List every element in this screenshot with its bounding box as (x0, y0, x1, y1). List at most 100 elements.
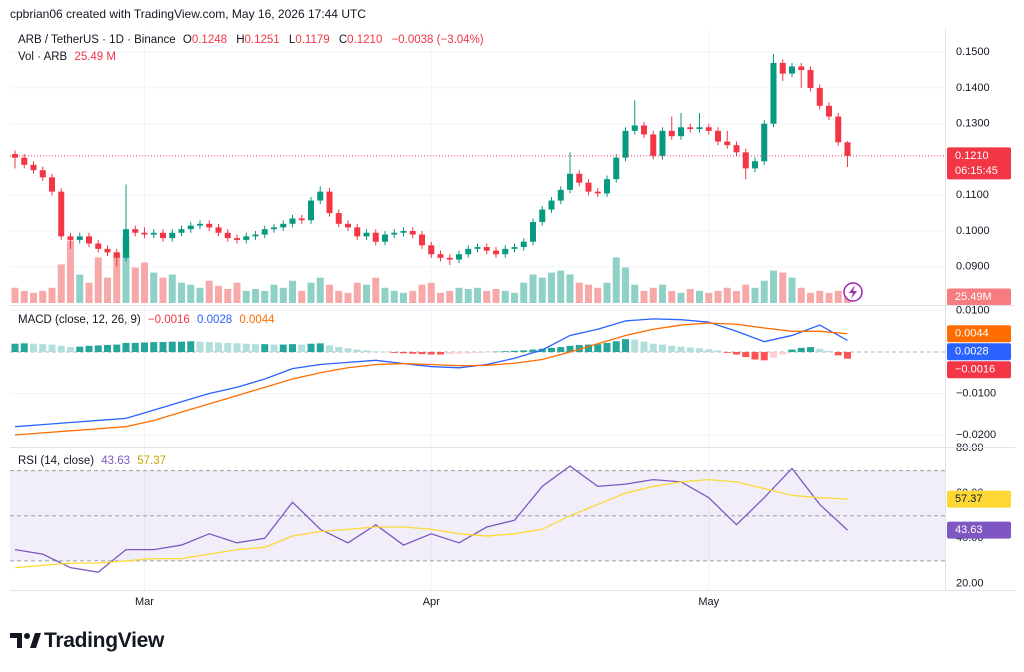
indicator-line (14, 318, 848, 428)
macd-histogram-bar (289, 344, 296, 353)
volume-bar (566, 274, 574, 303)
volume-bar (390, 290, 398, 303)
volume-bar (825, 292, 833, 303)
volume-bar (437, 292, 444, 303)
macd-histogram-bar (474, 352, 481, 353)
candle-body (21, 157, 28, 165)
volume-bar (797, 287, 805, 303)
y-tick-label: 0.1000 (956, 225, 990, 237)
macd-histogram-bar (307, 343, 315, 353)
volume-bar (113, 252, 121, 303)
volume-bar (557, 270, 565, 303)
volume-bar (770, 270, 777, 303)
candle-body (557, 189, 564, 201)
volume-bar (335, 290, 343, 303)
macd-histogram-bar (677, 346, 685, 353)
macd-histogram-bar (659, 344, 666, 353)
volume-bar (427, 282, 435, 303)
candle-body (261, 229, 268, 235)
macd-histogram-bar (779, 352, 787, 355)
candle-body (86, 236, 92, 244)
macd-title: MACD (close, 12, 26, 9) (18, 314, 141, 326)
volume-bar (372, 277, 380, 303)
volume-bar (307, 282, 315, 303)
macd-histogram-bar (372, 351, 380, 353)
volume-bar (141, 262, 148, 303)
volume-bar (159, 277, 167, 303)
ohlc-key: H (236, 34, 245, 46)
volume-bar (242, 290, 250, 303)
volume-bar (39, 290, 47, 303)
macd-histogram-bar (825, 350, 833, 353)
macd-histogram-bar (344, 348, 352, 353)
volume-bar (788, 277, 796, 303)
candle-body (631, 125, 638, 131)
macd-histogram-bar (649, 343, 657, 353)
candle-body (844, 142, 851, 156)
macd-histogram-bar (261, 344, 269, 353)
macd-histogram-bar (816, 348, 824, 353)
candle-body (104, 248, 111, 253)
candle-body (335, 213, 342, 224)
symbol-title: ARB / TetherUS · 1D · Binance (18, 34, 176, 46)
volume-bar (603, 282, 611, 303)
macd-histogram-bar (427, 352, 435, 355)
alert-icon[interactable] (843, 282, 863, 302)
macd-histogram-bar (844, 352, 851, 359)
volume-bar (705, 292, 713, 303)
ohlc-key: L (288, 34, 296, 46)
candle-body (169, 232, 176, 239)
candle-body (520, 241, 527, 248)
macd-histogram-bar (622, 339, 629, 353)
macd-histogram-bar (520, 350, 528, 353)
candle-body (58, 191, 65, 237)
macd-histogram-bar (464, 352, 472, 354)
candle-body (715, 130, 721, 142)
volume-bar (409, 290, 417, 303)
volume-bar (67, 240, 74, 303)
candle-body (678, 127, 684, 137)
volume-bar (501, 290, 509, 303)
macd-histogram-bar (252, 344, 259, 353)
volume-bar (668, 290, 676, 303)
candle-body (372, 232, 379, 242)
candle-body (724, 141, 731, 146)
volume-bar (187, 284, 195, 303)
macd-histogram-bar (57, 345, 65, 353)
macd-histogram-bar (770, 352, 777, 358)
axis-layer: 0.0900 0.1000 0.1100 0.1300 0.1400 0.1500 Mar A… (135, 46, 1011, 608)
candle-body (123, 229, 129, 258)
volume-bar (594, 287, 602, 303)
macd-histogram-bar (575, 344, 583, 353)
volume-bar (807, 292, 814, 303)
candle-body (835, 116, 842, 143)
macd-histogram-bar (113, 344, 121, 353)
candle-body (150, 232, 157, 235)
macd-histogram-bar (566, 345, 574, 353)
price-badge-text: −0.0016 (955, 364, 995, 376)
macd-histogram-bar (141, 342, 148, 353)
macd-histogram-bar (187, 341, 195, 353)
candle-body (502, 248, 509, 255)
macd-histogram-bar (557, 347, 565, 353)
macd-histogram-bar (316, 343, 324, 353)
volume-bar (483, 290, 491, 303)
y-tick-label: 0.1100 (956, 189, 989, 201)
candle-body (530, 222, 536, 242)
candle-body (816, 87, 823, 106)
candle-body (789, 66, 795, 74)
ohlc-key: C (338, 34, 348, 46)
candle-body (243, 236, 250, 240)
macd-histogram-bar (723, 352, 731, 353)
macd-histogram-bar (668, 345, 676, 353)
macd-histogram-bar (751, 352, 759, 360)
ohlc-key: O (182, 34, 192, 46)
candle-body (733, 145, 740, 153)
macd-histogram-bar (603, 342, 611, 353)
macd-histogram-bar (696, 348, 703, 353)
macd-histogram-bar (390, 352, 398, 353)
macd-histogram-bar (797, 347, 805, 353)
candle-body (132, 229, 139, 233)
